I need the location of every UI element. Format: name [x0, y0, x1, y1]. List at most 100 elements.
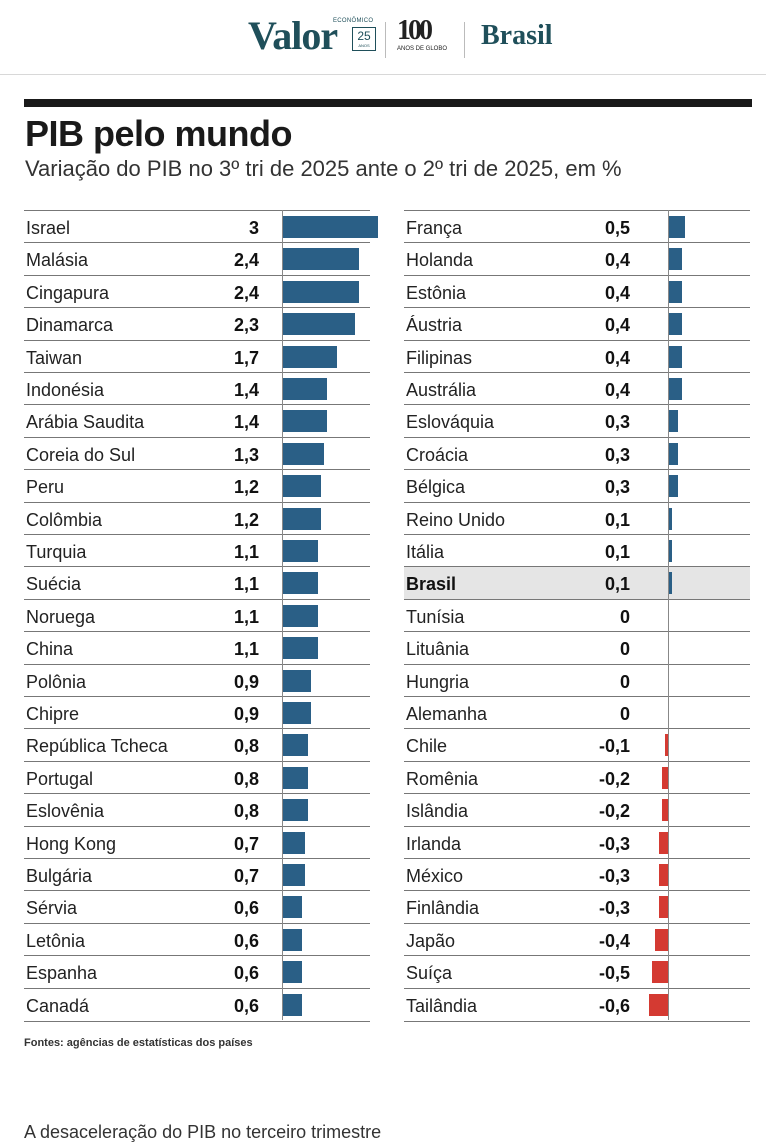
value-label: 0,3 — [604, 477, 630, 498]
chart-row: Polônia 0,9 — [24, 663, 370, 697]
country-label: Eslováquia — [406, 412, 495, 433]
gdp-bar — [283, 313, 356, 336]
chart-row: México -0,3 — [404, 858, 750, 891]
chart-subtitle: Variação do PIB no 3º tri de 2025 ante o… — [25, 156, 622, 181]
section-link[interactable]: Brasil — [481, 20, 553, 51]
header-divider — [385, 22, 386, 58]
country-label: Colômbia — [26, 509, 103, 530]
image-caption: A desaceleração do PIB no terceiro trime… — [24, 1122, 382, 1142]
chart-row: Cingapura 2,4 — [24, 274, 370, 308]
gdp-bar — [658, 864, 668, 886]
country-label: China — [26, 639, 74, 660]
chart-row: Espanha 0,6 — [24, 955, 370, 988]
value-label: -0,3 — [598, 898, 630, 919]
gdp-bar — [655, 928, 668, 951]
gdp-bar — [283, 280, 359, 303]
gdp-bar — [669, 280, 682, 303]
anniversary-number: 25 — [357, 29, 371, 43]
gdp-bar — [283, 216, 378, 238]
valor-logo[interactable]: Valor — [248, 13, 338, 58]
value-label: 0,1 — [604, 542, 630, 562]
chart-row: Suécia 1,1 — [24, 566, 370, 599]
gdp-bar — [283, 961, 302, 984]
country-label: Hungria — [406, 671, 470, 692]
country-label: Lituânia — [406, 639, 470, 660]
chart-row: República Tcheca 0,8 — [24, 728, 370, 761]
value-label: 0,8 — [233, 768, 259, 789]
value-label: 1,7 — [233, 347, 259, 368]
value-label: 0,5 — [604, 218, 630, 238]
globo-100-sub: ANOS DE GLOBO — [397, 46, 448, 52]
gdp-bar — [283, 410, 328, 433]
gdp-bar — [669, 216, 685, 238]
country-label: Irlanda — [406, 833, 462, 854]
country-label: Canadá — [26, 995, 90, 1016]
header-divider — [464, 22, 465, 58]
value-label: 0,8 — [233, 801, 259, 822]
gdp-bar — [669, 507, 673, 530]
chart-row: Lituânia 0 — [404, 631, 750, 664]
country-label: Letônia — [26, 930, 86, 951]
gdp-bar — [283, 637, 318, 660]
chart-row: Chile -0,1 — [404, 728, 750, 761]
value-label: -0,6 — [598, 995, 630, 1016]
chart-row: França 0,5 — [404, 210, 750, 243]
chart-row: Hong Kong 0,7 — [24, 825, 370, 859]
value-label: 0 — [619, 639, 630, 660]
value-label: 0,4 — [604, 347, 630, 368]
value-label: 1,1 — [233, 574, 259, 595]
value-label: 0,7 — [233, 866, 259, 886]
country-label: Japão — [406, 930, 456, 951]
chart-row: Austrália 0,4 — [404, 372, 750, 405]
gdp-bar — [283, 604, 318, 627]
value-label: 1,1 — [233, 639, 259, 660]
gdp-bar — [283, 831, 306, 854]
country-label: Tunísia — [406, 606, 465, 627]
value-label: 3 — [248, 218, 259, 238]
chart-row: Finlândia -0,3 — [404, 890, 750, 923]
gdp-bar — [664, 734, 668, 757]
country-label: Croácia — [406, 444, 469, 465]
chart-row: Portugal 0,8 — [24, 760, 370, 794]
gdp-bar — [283, 507, 321, 530]
gdp-bar — [669, 572, 673, 595]
value-label: -0,3 — [598, 833, 630, 854]
chart-row: Japão -0,4 — [404, 922, 750, 956]
chart-title: PIB pelo mundo — [25, 113, 293, 154]
value-label: 0 — [619, 671, 630, 692]
value-label: 0,4 — [604, 282, 630, 303]
globo-100-logo[interactable]: 100 — [397, 15, 433, 46]
value-label: 2,4 — [233, 282, 259, 303]
value-label: 0,6 — [233, 898, 259, 919]
anniversary-badge: 25 ANOS — [352, 27, 376, 51]
gdp-bar — [283, 540, 318, 562]
chart-row: Reino Unido 0,1 — [404, 501, 750, 535]
gdp-bar — [669, 540, 673, 562]
value-label: 0 — [619, 704, 630, 724]
country-label: Taiwan — [26, 347, 83, 368]
chart-row: China 1,1 — [24, 631, 370, 664]
chart-row: Letônia 0,6 — [24, 922, 370, 956]
value-label: 0,6 — [233, 963, 259, 984]
value-label: 0,8 — [233, 736, 259, 757]
chart-row: Suíça -0,5 — [404, 955, 750, 988]
chart-row: Filipinas 0,4 — [404, 339, 750, 373]
chart-row: Hungria 0 — [404, 663, 750, 697]
country-label: Chile — [406, 736, 448, 757]
country-label: Turquia — [26, 542, 87, 562]
chart-row: Coreia do Sul 1,3 — [24, 436, 370, 470]
value-label: 2,3 — [233, 315, 259, 336]
chart-row: Tunísia 0 — [404, 598, 750, 632]
value-label: 2,4 — [233, 250, 259, 271]
chart-row: Indonésia 1,4 — [24, 372, 370, 405]
gdp-bar — [283, 864, 306, 886]
value-label: 1,4 — [233, 412, 259, 433]
country-label: Reino Unido — [406, 509, 506, 530]
value-label: 0,1 — [604, 509, 630, 530]
chart-row: Estônia 0,4 — [404, 274, 750, 308]
chart-row: Bélgica 0,3 — [404, 469, 750, 502]
site-header: Valor ECONÔMICO 25 ANOS 100 ANOS DE GLOB… — [0, 0, 766, 75]
country-label: Islândia — [406, 801, 469, 822]
country-label: Malásia — [26, 250, 89, 271]
gdp-bar — [283, 734, 309, 757]
